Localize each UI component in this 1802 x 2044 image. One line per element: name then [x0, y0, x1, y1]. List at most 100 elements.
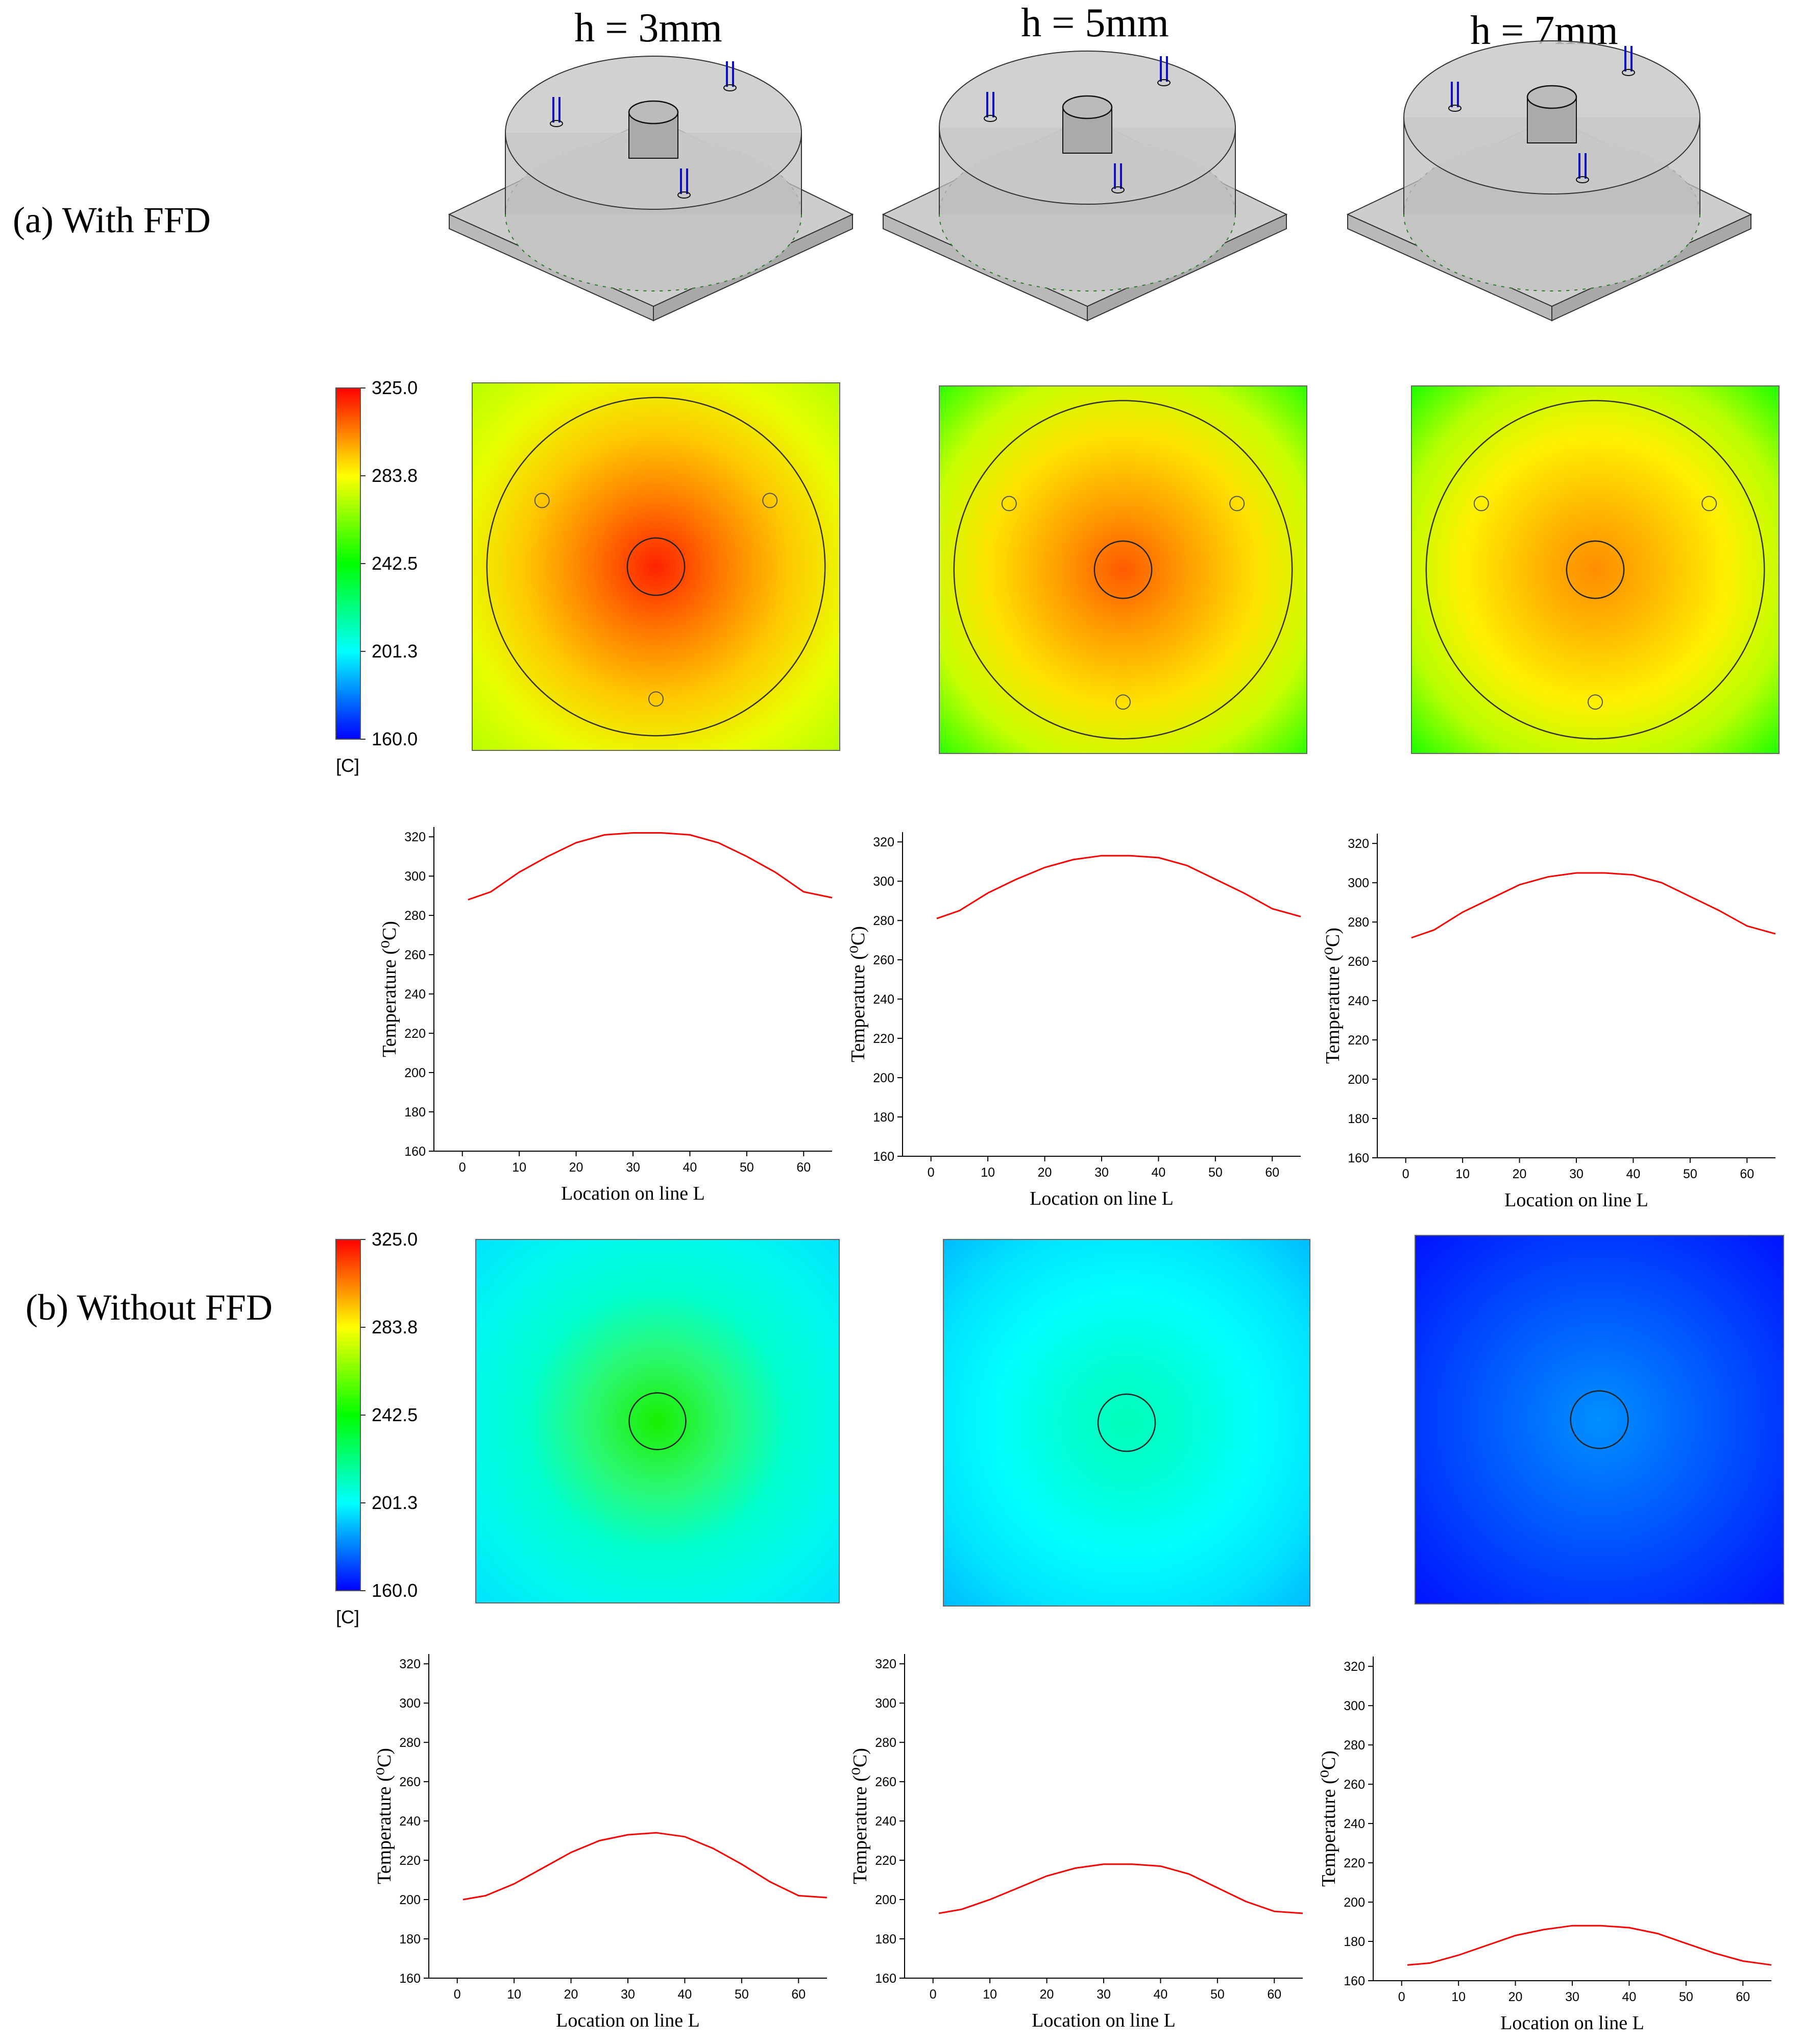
y-tick-label: 320: [873, 835, 894, 849]
colorbar-tick-label: 160.0: [372, 1580, 418, 1601]
y-tick-label: 260: [399, 1775, 421, 1789]
y-tick-label: 240: [875, 1814, 896, 1829]
x-tick-label: 10: [507, 1987, 521, 2002]
mold-outer-circle: [953, 400, 1293, 740]
sprue-circle: [628, 1392, 687, 1450]
cad-model-h7: [1346, 40, 1752, 322]
x-tick-label: 60: [1740, 1167, 1754, 1181]
colorbar-tick-label: 201.3: [372, 1492, 418, 1513]
x-tick-label: 20: [1038, 1165, 1052, 1180]
temperature-series-line: [936, 855, 1301, 919]
mold-outer-circle: [486, 397, 826, 737]
y-tick-label: 300: [1344, 1699, 1365, 1713]
heatmap-field: [943, 1239, 1310, 1607]
x-axis-title: Location on line L: [1500, 2012, 1644, 2034]
temperature-series-line: [1407, 1925, 1772, 1966]
y-axis-title: Temperature (⁰C): [849, 1748, 871, 1884]
sprue-top: [1526, 85, 1577, 109]
colorbar-gradient: [335, 387, 361, 740]
x-tick-label: 0: [454, 1987, 461, 2002]
y-tick-label: 220: [1348, 1033, 1369, 1048]
y-axis-title: Temperature (⁰C): [1318, 1750, 1340, 1887]
heatmap-field: [472, 382, 840, 751]
sprue-circle: [1093, 540, 1153, 599]
temperature-series-line: [1411, 872, 1776, 939]
colorbar-tick-label: 325.0: [372, 377, 418, 398]
gate-circle: [1001, 496, 1017, 512]
x-tick-label: 40: [678, 1987, 692, 2002]
y-tick-label: 240: [1348, 994, 1369, 1008]
y-tick-label: 180: [404, 1105, 426, 1120]
y-tick-label: 220: [399, 1854, 421, 1868]
y-axis-title: Temperature (⁰C): [1322, 928, 1344, 1064]
colorbar-tick-label: 242.5: [372, 553, 418, 574]
y-axis-title: Temperature (⁰C): [847, 926, 869, 1062]
cad-model-h5: [882, 51, 1288, 322]
colorbar-tick-label: 325.0: [372, 1229, 418, 1250]
line-chart-with-ffd-h5: 160 180 200 220 240 260 280 300 320 0 10 20 30 40 50 60…: [847, 832, 1301, 1209]
y-tick-label: 320: [875, 1657, 896, 1671]
gate-arrow-marker: [723, 61, 737, 91]
y-axis-title: Temperature (⁰C): [374, 1748, 395, 1884]
heatmap-field: [939, 385, 1307, 754]
sprue-circle: [1097, 1393, 1156, 1452]
x-tick-label: 40: [683, 1160, 697, 1175]
y-tick-label: 200: [1344, 1895, 1365, 1910]
sprue-circle: [1570, 1390, 1629, 1449]
temperature-series-line: [938, 1863, 1303, 1914]
line-chart-without-ffd-h3: 160 180 200 220 240 260 280 300 320 0 10 20 30 40 50 60…: [374, 1654, 827, 2031]
y-tick-label: 160: [404, 1145, 426, 1159]
y-tick-label: 260: [1348, 955, 1369, 969]
gate-arrow-marker: [550, 97, 563, 127]
x-tick-label: 50: [1683, 1167, 1697, 1181]
y-tick-label: 200: [399, 1893, 421, 1907]
y-tick-label: 280: [404, 909, 426, 923]
x-tick-label: 40: [1622, 1990, 1637, 2004]
gate-circle: [648, 691, 664, 707]
x-tick-label: 10: [983, 1987, 997, 2002]
y-tick-label: 200: [404, 1066, 426, 1080]
y-tick-label: 320: [1348, 837, 1369, 851]
temperature-series-line: [462, 1832, 827, 1901]
colorbar-with-ffd: 325.0 283.8 242.5 201.3 160.0 [C]: [335, 377, 418, 776]
y-tick-label: 260: [873, 953, 894, 967]
y-tick-label: 220: [873, 1032, 894, 1046]
gate-arrow-marker: [1622, 46, 1635, 76]
colorbar-unit: [C]: [336, 1607, 359, 1627]
gate-circle: [1115, 694, 1131, 710]
heatmap-field: [1411, 385, 1780, 754]
y-tick-label: 180: [1344, 1935, 1365, 1949]
x-tick-label: 30: [1569, 1167, 1584, 1181]
x-tick-label: 60: [791, 1987, 806, 2002]
temperature-series-line: [468, 832, 833, 901]
colorbar-gradient: [335, 1239, 361, 1591]
y-tick-label: 160: [399, 1972, 421, 1986]
y-tick-label: 220: [1344, 1856, 1365, 1870]
y-tick-label: 300: [399, 1696, 421, 1711]
x-tick-label: 60: [1736, 1990, 1750, 2004]
x-tick-label: 10: [1455, 1167, 1470, 1181]
heatmap-without-ffd-h3: [475, 1239, 840, 1603]
gate-circle: [1701, 496, 1717, 512]
cad-model-h3: [448, 56, 854, 322]
x-axis-title: Location on line L: [556, 2010, 700, 2031]
gate-circle: [1588, 694, 1603, 710]
sprue-circle: [626, 537, 686, 596]
y-tick-label: 180: [399, 1932, 421, 1946]
x-tick-label: 20: [569, 1160, 583, 1175]
y-tick-label: 180: [873, 1110, 894, 1125]
row-label-with-ffd: (a) With FFD: [13, 200, 211, 240]
x-tick-label: 50: [1679, 1990, 1693, 2004]
y-tick-label: 240: [1344, 1817, 1365, 1831]
line-chart-with-ffd-h3: 160 180 200 220 240 260 280 300 320 0 10 20 30 40 50 60…: [379, 827, 833, 1204]
y-tick-label: 240: [404, 987, 426, 1002]
heatmap-without-ffd-h7: [1415, 1235, 1784, 1604]
x-axis-title: Location on line L: [561, 1183, 705, 1204]
x-tick-label: 50: [740, 1160, 754, 1175]
y-tick-label: 280: [875, 1736, 896, 1750]
gate-arrow-marker: [1576, 153, 1589, 183]
x-tick-label: 20: [1513, 1167, 1527, 1181]
y-tick-label: 240: [399, 1814, 421, 1829]
y-tick-label: 260: [1344, 1778, 1365, 1792]
x-tick-label: 60: [1265, 1165, 1279, 1180]
